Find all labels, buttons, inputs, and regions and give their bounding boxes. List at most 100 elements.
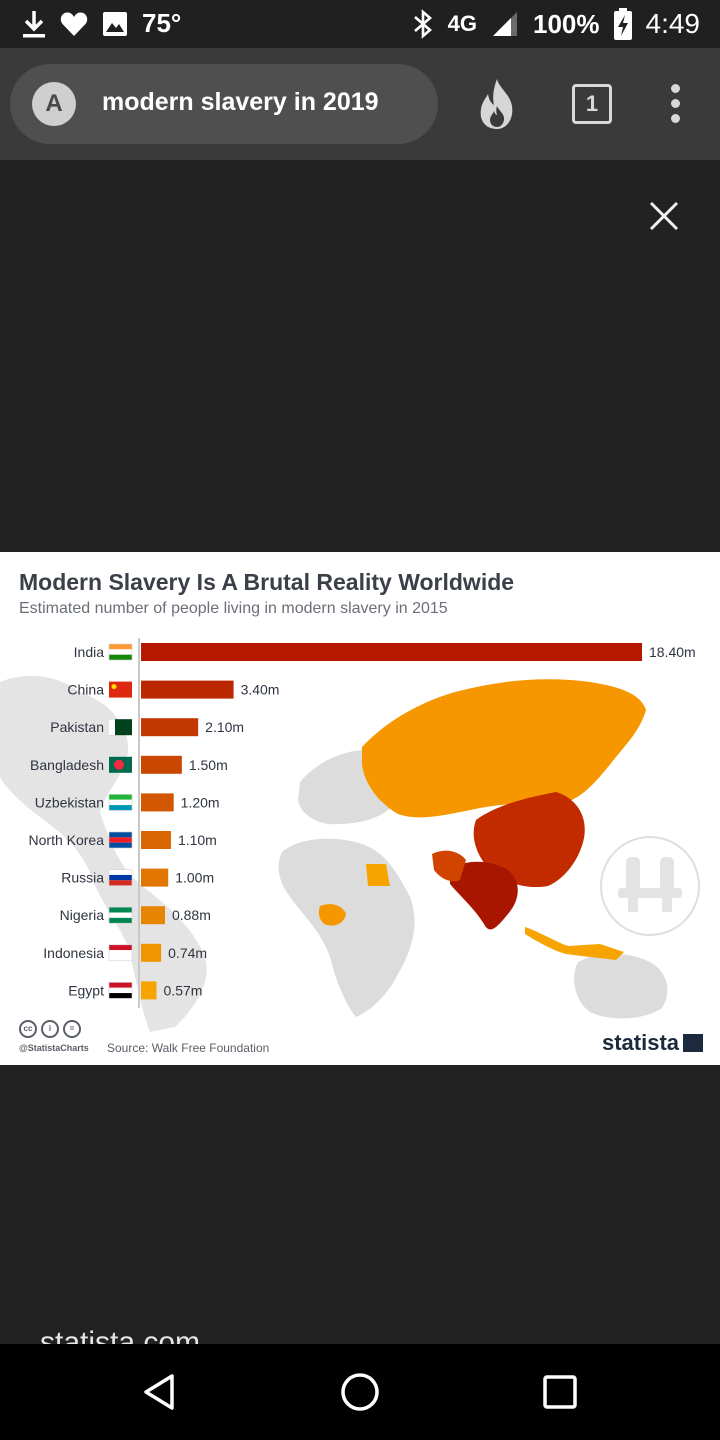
search-engine-avatar[interactable]: A bbox=[32, 82, 76, 126]
bar-pakistan bbox=[141, 718, 199, 737]
flag-north-korea-icon bbox=[109, 832, 132, 838]
bar-north-korea bbox=[141, 831, 171, 849]
map-americas bbox=[0, 675, 207, 1032]
flag-uzbekistan-stripe bbox=[109, 805, 132, 811]
value-label-north-korea: 1.10m bbox=[178, 832, 217, 848]
category-label-russia: Russia bbox=[61, 870, 104, 886]
home-circle-icon bbox=[341, 1373, 379, 1411]
heart-icon bbox=[60, 11, 88, 36]
category-label-egypt: Egypt bbox=[68, 982, 104, 998]
overflow-menu-button[interactable] bbox=[664, 84, 688, 124]
fire-icon bbox=[480, 79, 513, 129]
category-label-china: China bbox=[67, 682, 104, 698]
bar-egypt bbox=[141, 981, 157, 1000]
bar-china bbox=[141, 680, 234, 699]
download-icon bbox=[23, 10, 45, 37]
flag-nigeria-border bbox=[108, 906, 133, 924]
category-label-india: India bbox=[74, 644, 105, 660]
value-label-bangladesh: 1.50m bbox=[189, 757, 228, 773]
recents-square-icon bbox=[543, 1375, 577, 1409]
flag-india-border bbox=[108, 643, 133, 661]
flag-bangladesh-disc bbox=[114, 759, 124, 770]
menu-dot bbox=[671, 114, 680, 123]
close-viewer-button[interactable] bbox=[644, 196, 684, 236]
bar-indonesia bbox=[141, 943, 162, 962]
map-nigeria bbox=[318, 904, 346, 926]
battery-charging-icon bbox=[613, 8, 632, 40]
flag-russia-stripe bbox=[109, 880, 132, 886]
browser-toolbar: A modern slavery in 2019 1 bbox=[0, 48, 720, 160]
map-pakistan bbox=[432, 850, 466, 882]
bar-india bbox=[141, 643, 642, 661]
statista-logo: statista bbox=[602, 1030, 704, 1056]
flag-egypt-border bbox=[108, 982, 133, 999]
flag-russia-icon bbox=[109, 869, 132, 875]
map-africa bbox=[278, 838, 415, 1017]
creative-commons-icon: cc bbox=[19, 1020, 37, 1038]
status-bar: 75° 4G 100% 4:49 bbox=[0, 0, 720, 48]
statista-mark-icon bbox=[683, 1034, 704, 1052]
world-map bbox=[0, 675, 668, 1032]
map-indonesia bbox=[525, 927, 624, 960]
flag-indonesia-border bbox=[108, 944, 133, 962]
flag-nigeria-stripe bbox=[109, 912, 132, 918]
home-button[interactable] bbox=[338, 1370, 382, 1414]
statista-wordmark: statista bbox=[602, 1030, 680, 1055]
category-label-nigeria: Nigeria bbox=[60, 907, 105, 923]
value-label-indonesia: 0.74m bbox=[168, 945, 207, 961]
bar-russia bbox=[141, 868, 169, 887]
back-button[interactable] bbox=[138, 1370, 182, 1414]
flag-egypt-icon bbox=[109, 982, 132, 988]
bar-nigeria bbox=[141, 906, 165, 925]
flag-egypt-stripe bbox=[109, 993, 132, 999]
flag-china-star bbox=[111, 684, 117, 690]
flag-uzbekistan-border bbox=[108, 794, 133, 811]
flag-egypt-stripe bbox=[109, 987, 132, 994]
flag-pakistan-band bbox=[109, 719, 115, 736]
value-label-china: 3.40m bbox=[241, 682, 280, 698]
category-label-bangladesh: Bangladesh bbox=[30, 757, 104, 773]
world-map-chart: India 18.40m China 3.40m Pakistan 2.10m Bangla… bbox=[0, 638, 700, 1032]
menu-dot bbox=[671, 99, 680, 108]
value-label-india: 18.40m bbox=[649, 644, 696, 660]
attribution-icon: i bbox=[41, 1020, 59, 1038]
map-india bbox=[450, 861, 518, 930]
infographic-image[interactable]: India 18.40m China 3.40m Pakistan 2.10m Bangla… bbox=[0, 552, 720, 1065]
flag-russia-border bbox=[108, 869, 133, 886]
fire-button[interactable] bbox=[472, 76, 522, 132]
tab-switcher-button[interactable]: 1 bbox=[572, 84, 612, 124]
flag-india-icon bbox=[109, 644, 132, 650]
clock-text: 4:49 bbox=[645, 8, 701, 39]
flag-north-korea-border bbox=[108, 831, 133, 849]
bar-uzbekistan bbox=[141, 793, 174, 812]
flag-north-korea-stripe bbox=[109, 842, 132, 848]
map-australia bbox=[574, 953, 668, 1019]
flag-uzbekistan-stripe bbox=[109, 799, 132, 806]
flag-indonesia-icon bbox=[109, 944, 132, 951]
flag-nigeria-stripe bbox=[109, 917, 132, 924]
temperature-text: 75° bbox=[142, 8, 182, 38]
category-label-indonesia: Indonesia bbox=[43, 945, 104, 961]
footer-handle: @StatistaCharts bbox=[19, 1043, 89, 1053]
map-china bbox=[473, 792, 585, 888]
bluetooth-icon bbox=[413, 9, 432, 39]
flag-indonesia-stripe bbox=[109, 950, 132, 956]
value-label-uzbekistan: 1.20m bbox=[181, 794, 220, 810]
flag-russia-stripe bbox=[109, 874, 132, 881]
battery-percent-text: 100% bbox=[533, 8, 600, 39]
no-derivatives-icon: = bbox=[63, 1020, 81, 1038]
footer-source: Source: Walk Free Foundation bbox=[107, 1041, 270, 1055]
flag-china-icon bbox=[109, 681, 132, 698]
category-label-north-korea: North Korea bbox=[29, 832, 105, 848]
license-icons: cc i = bbox=[19, 1020, 81, 1038]
category-label-uzbekistan: Uzbekistan bbox=[35, 794, 104, 810]
search-bar[interactable]: A modern slavery in 2019 bbox=[10, 64, 438, 144]
bar-bangladesh bbox=[141, 755, 182, 774]
value-label-nigeria: 0.88m bbox=[172, 907, 211, 923]
network-type-text: 4G bbox=[447, 11, 477, 36]
menu-dot bbox=[671, 84, 680, 93]
system-nav-bar bbox=[0, 1344, 720, 1440]
map-russia bbox=[362, 679, 646, 818]
recents-button[interactable] bbox=[538, 1370, 582, 1414]
search-query-text[interactable]: modern slavery in 2019 bbox=[102, 88, 379, 116]
